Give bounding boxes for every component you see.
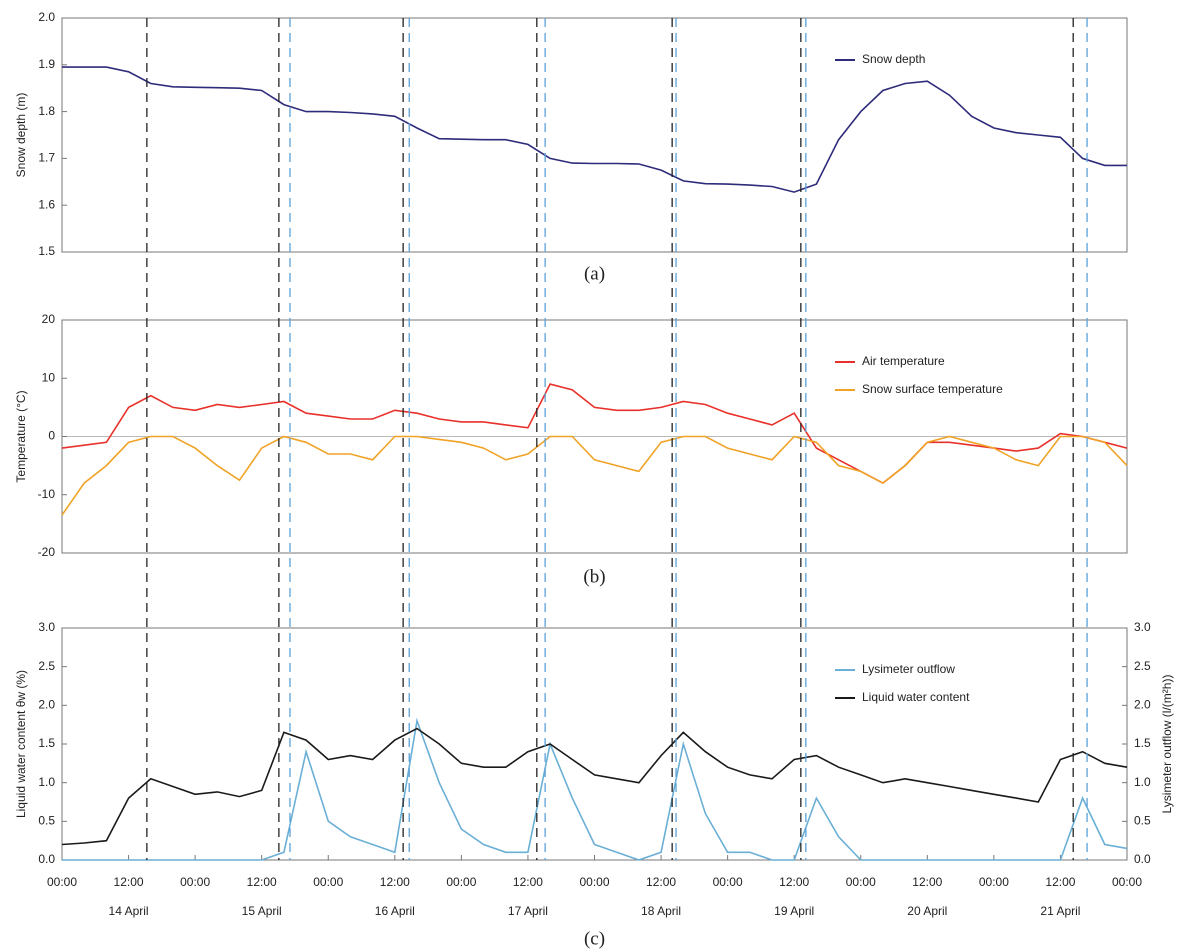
x-tick-label: 00:00 [979, 875, 1009, 889]
y2-axis-label: Lysimeter outflow (l/(m²h)) [1160, 675, 1174, 814]
x-tick-label: 12:00 [247, 875, 277, 889]
x-tick-label: 12:00 [646, 875, 676, 889]
y2-tick-label: 0.0 [1134, 852, 1151, 866]
x-tick-label: 00:00 [1112, 875, 1142, 889]
date-label: 21 April [1040, 904, 1080, 918]
x-tick-label: 12:00 [513, 875, 543, 889]
x-tick-label: 12:00 [380, 875, 410, 889]
date-label: 17 April [508, 904, 548, 918]
y-tick-label: 1.6 [38, 197, 55, 211]
y-tick-label: 0.5 [38, 814, 55, 828]
y-axis-label: Temperature (°C) [14, 390, 28, 482]
x-tick-label: 00:00 [47, 875, 77, 889]
y-tick-label: 2.0 [38, 10, 55, 24]
y-tick-label: 0 [48, 429, 55, 443]
x-tick-label: 00:00 [446, 875, 476, 889]
y-tick-label: 1.7 [38, 151, 55, 165]
y-tick-label: 1.9 [38, 57, 55, 71]
panel-label: (a) [584, 263, 605, 284]
y-tick-label: 2.0 [38, 698, 55, 712]
date-label: 14 April [109, 904, 149, 918]
y2-tick-label: 0.5 [1134, 814, 1151, 828]
y-axis-label: Snow depth (m) [14, 93, 28, 178]
x-tick-label: 00:00 [313, 875, 343, 889]
panel-label: (b) [583, 566, 605, 587]
y-tick-label: 1.5 [38, 244, 55, 258]
x-tick-label: 12:00 [912, 875, 942, 889]
date-label: 18 April [641, 904, 681, 918]
y2-tick-label: 1.5 [1134, 736, 1151, 750]
y-tick-label: 2.5 [38, 659, 55, 673]
panel-label: (c) [584, 928, 605, 949]
y-axis-label: Liquid water content θw (%) [14, 670, 28, 818]
y2-tick-label: 1.0 [1134, 775, 1151, 789]
y2-tick-label: 2.0 [1134, 698, 1151, 712]
x-tick-label: 00:00 [180, 875, 210, 889]
x-tick-label: 00:00 [579, 875, 609, 889]
y-tick-label: -20 [38, 545, 56, 559]
legend-label: Lysimeter outflow [862, 662, 955, 676]
y-tick-label: 1.5 [38, 736, 55, 750]
plot-frame [61, 17, 1128, 253]
y2-tick-label: 3.0 [1134, 620, 1151, 634]
plot-frame [61, 627, 1128, 861]
legend-label: Snow surface temperature [862, 382, 1003, 396]
y-tick-label: 1.0 [38, 775, 55, 789]
data-line [61, 383, 1128, 485]
y-tick-label: 20 [42, 312, 56, 326]
data-line [62, 717, 1128, 861]
legend-label: Liquid water content [862, 690, 970, 704]
y-tick-label: 10 [42, 370, 56, 384]
legend-label: Snow depth [862, 52, 925, 66]
date-label: 20 April [907, 904, 947, 918]
y-tick-label: 3.0 [38, 620, 55, 634]
data-line [62, 66, 1127, 193]
y-tick-label: -10 [38, 487, 56, 501]
x-tick-label: 12:00 [114, 875, 144, 889]
x-tick-label: 12:00 [779, 875, 809, 889]
data-line [61, 435, 1128, 516]
x-tick-label: 00:00 [713, 875, 743, 889]
y2-tick-label: 2.5 [1134, 659, 1151, 673]
data-line [61, 727, 1128, 846]
x-tick-label: 00:00 [846, 875, 876, 889]
legend-label: Air temperature [862, 354, 945, 368]
y-tick-label: 0.0 [38, 852, 55, 866]
date-label: 16 April [375, 904, 415, 918]
y-tick-label: 1.8 [38, 104, 55, 118]
date-label: 19 April [774, 904, 814, 918]
date-label: 15 April [242, 904, 282, 918]
x-tick-label: 12:00 [1045, 875, 1075, 889]
